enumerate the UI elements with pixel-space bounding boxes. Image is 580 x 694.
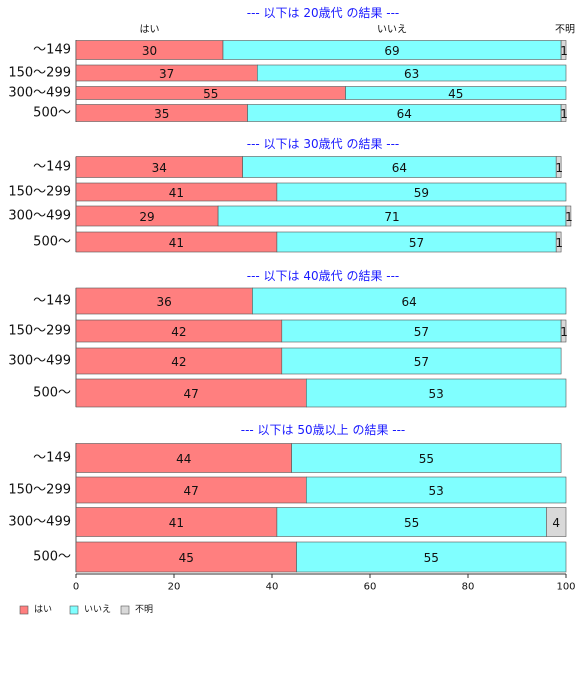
bar-0-0-2: [560, 40, 567, 60]
bar-3-1-1: [305, 476, 567, 504]
bar-2-2-0: [75, 347, 283, 375]
legend-label-0: はい: [34, 604, 52, 615]
bar-label-2-1-0: 42: [171, 325, 186, 339]
x-tick-label-3: 60: [364, 582, 377, 593]
row-label-1-0: ～149: [33, 160, 71, 175]
row-label-2-2: 300～499: [8, 354, 71, 369]
bar-label-3-1-1: 53: [429, 484, 444, 498]
row-label-0-3: 500～: [33, 106, 71, 121]
bar-label-0-1-0: 37: [159, 67, 174, 81]
bar-label-3-2-2: 4: [552, 516, 560, 530]
series-header-1: いいえ: [377, 24, 407, 36]
bar-label-1-2-1: 71: [384, 210, 399, 224]
bar-label-3-3-1: 55: [424, 551, 439, 565]
bar-3-2-2: [546, 507, 567, 537]
legend-swatch-1: [69, 605, 79, 615]
bar-0-1-1: [256, 64, 567, 82]
bar-0-3-2: [560, 104, 567, 122]
group-title-0: --- 以下は 20歳代 の結果 ---: [247, 6, 400, 20]
bar-label-1-1-1: 59: [414, 186, 429, 200]
row-label-1-3: 500～: [33, 235, 71, 250]
bar-1-2-2: [565, 205, 572, 227]
legend-label-1: いいえ: [84, 604, 111, 615]
group-title-1: --- 以下は 30歳代 の結果 ---: [247, 137, 400, 151]
bar-label-1-0-0: 34: [152, 161, 167, 175]
group-title-3: --- 以下は 50歳以上 の結果 ---: [241, 423, 406, 437]
bar-2-2-1: [281, 347, 562, 375]
bar-2-0-0: [75, 287, 253, 315]
row-label-1-1: 150～299: [8, 185, 71, 200]
bar-1-1-1: [276, 182, 567, 202]
legend-label-2: 不明: [135, 604, 153, 615]
bar-2-1-2: [560, 319, 567, 343]
x-tick-label-0: 0: [73, 582, 79, 593]
bar-label-0-3-0: 35: [154, 107, 169, 121]
bar-label-0-0-0: 30: [142, 44, 157, 58]
bar-label-2-2-1: 57: [414, 355, 429, 369]
row-label-2-0: ～149: [33, 294, 71, 309]
x-tick-label-1: 20: [168, 582, 181, 593]
row-label-3-0: ～149: [33, 451, 71, 466]
row-label-0-1: 150～299: [8, 66, 71, 81]
bar-label-3-1-0: 47: [184, 484, 199, 498]
bar-3-0-1: [291, 443, 562, 473]
bar-3-3-1: [296, 541, 567, 573]
bar-2-3-0: [75, 378, 307, 408]
bar-label-0-1-1: 63: [404, 67, 419, 81]
bar-label-3-2-0: 41: [169, 516, 184, 530]
legend-swatch-2: [120, 605, 130, 615]
bar-label-0-2-1: 45: [448, 87, 463, 101]
row-label-3-1: 150～299: [8, 483, 71, 498]
bar-label-2-1-1: 57: [414, 325, 429, 339]
bar-label-2-3-1: 53: [429, 387, 444, 401]
bar-label-3-3-0: 45: [179, 551, 194, 565]
group-title-2: --- 以下は 40歳代 の結果 ---: [247, 269, 400, 283]
bar-label-2-2-0: 42: [171, 355, 186, 369]
bar-label-0-3-1: 64: [397, 107, 412, 121]
bar-label-1-0-2: 1: [555, 161, 563, 175]
row-label-2-3: 500～: [33, 386, 71, 401]
legend-swatch-0: [19, 605, 29, 615]
row-label-1-2: 300～499: [8, 209, 71, 224]
bar-3-3-0: [75, 541, 297, 573]
bar-label-3-2-1: 55: [404, 516, 419, 530]
row-label-0-2: 300～499: [8, 86, 71, 101]
bar-label-0-0-2: 1: [560, 44, 568, 58]
series-header-2: 不明: [555, 24, 575, 36]
x-tick-label-2: 40: [266, 582, 279, 593]
bar-0-2-1: [345, 86, 567, 100]
row-label-2-1: 150～299: [8, 324, 71, 339]
bar-label-2-0-1: 64: [402, 295, 417, 309]
bar-1-3-2: [555, 231, 562, 253]
bar-label-0-3-2: 1: [560, 107, 568, 121]
bar-label-1-3-1: 57: [409, 236, 424, 250]
bar-3-0-0: [75, 443, 292, 473]
row-label-0-0: ～149: [33, 43, 71, 58]
x-tick-label-5: 100: [556, 582, 575, 593]
bar-label-1-0-1: 64: [392, 161, 407, 175]
x-tick-label-4: 80: [462, 582, 475, 593]
bar-1-0-2: [555, 156, 562, 178]
bar-label-1-2-0: 29: [139, 210, 154, 224]
bar-label-2-0-0: 36: [157, 295, 172, 309]
bar-3-1-0: [75, 476, 307, 504]
series-header-0: はい: [140, 24, 160, 36]
bar-label-0-2-0: 55: [203, 87, 218, 101]
bar-label-1-3-0: 41: [169, 236, 184, 250]
row-label-3-2: 300～499: [8, 515, 71, 530]
bar-3-2-0: [75, 507, 278, 537]
bar-label-1-3-2: 1: [555, 236, 563, 250]
row-label-3-3: 500～: [33, 550, 71, 565]
bar-2-3-1: [305, 378, 567, 408]
bar-label-3-0-1: 55: [419, 452, 434, 466]
bar-label-0-0-1: 69: [384, 44, 399, 58]
bar-label-3-0-0: 44: [176, 452, 191, 466]
bar-label-1-2-2: 1: [565, 210, 573, 224]
bar-label-2-3-0: 47: [184, 387, 199, 401]
bar-label-2-1-2: 1: [560, 325, 568, 339]
bar-2-0-1: [252, 287, 567, 315]
bar-label-1-1-0: 41: [169, 186, 184, 200]
